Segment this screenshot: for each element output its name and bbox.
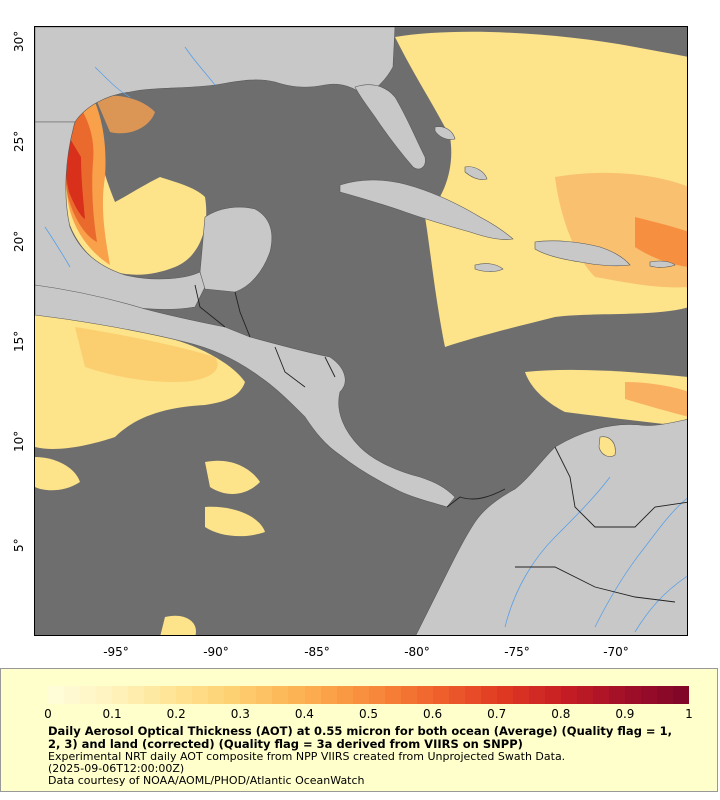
legend-date: (2025-09-06T12:00:00Z) <box>48 762 185 775</box>
colorbar-swatch <box>368 686 385 704</box>
x-tick-label: -80° <box>404 645 430 659</box>
colorbar-swatch <box>80 686 97 704</box>
colorbar-tick-label: 0.7 <box>487 707 507 721</box>
map-canvas <box>35 27 687 635</box>
colorbar-swatch <box>64 686 81 704</box>
legend-panel: 0 0.1 0.2 0.3 0.4 0.5 0.6 0.7 0.8 0.9 1 Daily Aero… <box>0 668 718 792</box>
colorbar-tick-label: 0.2 <box>166 707 186 721</box>
colorbar-swatch <box>160 686 177 704</box>
colorbar-swatch <box>336 686 353 704</box>
colorbar-swatch <box>512 686 529 704</box>
aot-plume-layer <box>35 31 687 635</box>
colorbar-swatch <box>561 686 578 704</box>
colorbar-swatch <box>320 686 337 704</box>
colorbar-swatch <box>657 686 674 704</box>
colorbar-swatch <box>480 686 497 704</box>
colorbar-swatch <box>208 686 225 704</box>
colorbar-swatch <box>593 686 610 704</box>
colorbar-swatch <box>240 686 257 704</box>
x-tick-label: -85° <box>304 645 330 659</box>
colorbar-tick-label: 0.5 <box>358 707 379 721</box>
colorbar-swatch <box>464 686 481 704</box>
colorbar-tick-label: 0.9 <box>615 707 635 721</box>
colorbar-swatch <box>528 686 545 704</box>
colorbar-swatch <box>48 686 65 704</box>
y-tick-label: 30° <box>12 30 26 52</box>
colorbar-tick-label: 0.6 <box>423 707 443 721</box>
y-tick-label: 15° <box>12 330 26 352</box>
border-layer <box>194 284 687 603</box>
y-tick-label: 10° <box>12 430 26 452</box>
colorbar-swatch <box>641 686 658 704</box>
land-layer <box>35 27 687 635</box>
colorbar-tick-label: 0.8 <box>551 707 571 721</box>
colorbar-swatch <box>192 686 209 704</box>
colorbar-swatch <box>448 686 465 704</box>
colorbar-tick-label: 0 <box>44 707 52 721</box>
aot-map <box>34 26 688 636</box>
colorbar-swatch <box>288 686 305 704</box>
colorbar-swatch <box>416 686 433 704</box>
colorbar-swatch <box>496 686 513 704</box>
colorbar-swatch <box>224 686 241 704</box>
colorbar-swatch <box>256 686 273 704</box>
colorbar-tick-label: 0.3 <box>230 707 250 721</box>
colorbar-tick-label: 1 <box>685 707 693 721</box>
colorbar-swatch <box>304 686 321 704</box>
colorbar-swatch <box>432 686 449 704</box>
colorbar-swatch <box>176 686 193 704</box>
x-tick-label: -90° <box>203 645 229 659</box>
colorbar-swatch <box>128 686 145 704</box>
legend-title: Daily Aerosol Optical Thickness (AOT) at… <box>48 724 672 751</box>
colorbar <box>48 686 690 704</box>
y-tick-label: 25° <box>12 130 26 152</box>
x-tick-label: -75° <box>504 645 530 659</box>
colorbar-swatch <box>352 686 369 704</box>
colorbar-swatch <box>272 686 289 704</box>
y-tick-label: 20° <box>12 230 26 252</box>
x-tick-label: -70° <box>603 645 629 659</box>
colorbar-swatch <box>577 686 594 704</box>
x-tick-label: -95° <box>103 645 129 659</box>
colorbar-swatch <box>144 686 161 704</box>
colorbar-swatch <box>609 686 626 704</box>
colorbar-swatch <box>673 686 690 704</box>
legend-credit: Data courtesy of NOAA/AOML/PHOD/Atlantic… <box>48 774 365 787</box>
colorbar-swatch <box>112 686 129 704</box>
colorbar-swatch <box>400 686 417 704</box>
colorbar-tick-label: 0.4 <box>294 707 314 721</box>
colorbar-swatch <box>544 686 561 704</box>
legend-description: Experimental NRT daily AOT composite fro… <box>48 750 566 763</box>
y-tick-label: 5° <box>12 538 26 552</box>
colorbar-swatch <box>384 686 401 704</box>
colorbar-swatch <box>625 686 642 704</box>
river-layer <box>44 46 687 633</box>
colorbar-tick-label: 0.1 <box>102 707 122 721</box>
colorbar-swatch <box>96 686 113 704</box>
